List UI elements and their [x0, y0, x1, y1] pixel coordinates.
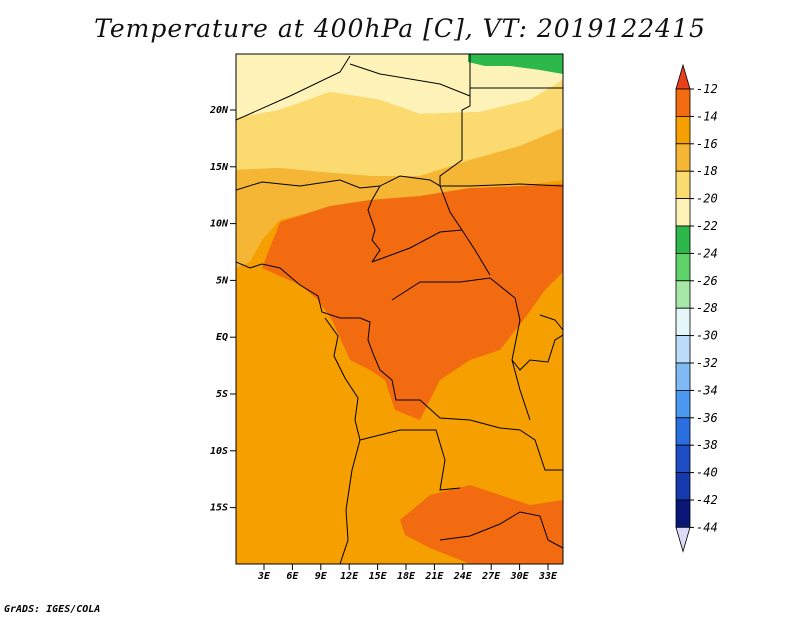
colorbar-label: -12 — [696, 82, 718, 96]
colorbar-swatch — [675, 444, 691, 474]
colorbar-label: -42 — [696, 493, 718, 507]
lon-tick-label: 30E — [510, 571, 530, 582]
colorbar-label: -36 — [696, 411, 718, 425]
warm-orange-central-region — [262, 184, 563, 420]
lat-tick-label: 5S — [216, 389, 228, 400]
colorbar-swatch — [675, 198, 691, 227]
colorbar-bottom-arrow — [675, 527, 691, 553]
colorbar-label: -40 — [696, 466, 718, 480]
lon-tick-label: 27E — [481, 571, 501, 582]
colorbar-label: -28 — [696, 301, 718, 315]
colorbar-label: -26 — [696, 274, 718, 288]
colorbar-swatch — [675, 307, 691, 337]
colorbar-label: -20 — [696, 192, 718, 206]
colorbar-swatch — [675, 362, 691, 391]
longitude-axis: 3E 6E 9E 12E 15E 18E 21E 24E 27E 30E 33E — [257, 564, 558, 582]
map-panel — [235, 53, 564, 565]
colorbar-swatch — [675, 472, 691, 501]
lat-tick-label: 15N — [210, 162, 229, 173]
lon-tick-label: 15E — [369, 571, 388, 582]
lon-tick-label: 6E — [286, 571, 299, 582]
colorbar-swatch — [675, 116, 691, 145]
colorbar-label: -24 — [696, 246, 718, 260]
colorbar-swatch — [675, 499, 691, 528]
pale-yellow-band — [236, 80, 563, 176]
colorbar-swatch — [675, 88, 691, 117]
colorbar-label: -34 — [696, 383, 718, 397]
colorbar-swatch — [675, 335, 691, 364]
colorbar-label: -30 — [696, 329, 718, 343]
lat-tick-label: EQ — [216, 332, 228, 343]
green-region-northeast — [468, 54, 563, 74]
country-borders — [236, 54, 563, 564]
warm-orange-south-region — [400, 485, 563, 564]
lon-tick-label: 3E — [257, 571, 271, 582]
lat-tick-label: 10S — [210, 446, 228, 457]
colorbar-label: -14 — [696, 109, 718, 123]
map-frame — [235, 53, 564, 565]
colorbar-label: -22 — [696, 219, 718, 233]
colorbar-swatch — [675, 225, 691, 254]
colorbar-label: -32 — [696, 356, 718, 370]
lat-tick-label: 15S — [210, 503, 228, 514]
colorbar-swatch — [675, 280, 691, 309]
colorbar: -12 -14 -16 -18 -20 -22 -24 -26 -28 -30 -32 -34 -36 -… — [675, 63, 718, 553]
lon-tick-label: 21E — [424, 571, 444, 582]
lon-tick-label: 24E — [453, 571, 473, 582]
cream-north-region — [236, 54, 563, 118]
light-orange-band — [236, 128, 563, 268]
map-title: Temperature at 400hPa [C], VT: 201912241… — [94, 14, 706, 43]
colorbar-swatch — [675, 252, 691, 282]
lat-tick-label: 20N — [209, 105, 229, 116]
colorbar-swatch — [675, 389, 691, 419]
colorbar-label: -18 — [696, 164, 718, 178]
colorbar-swatch — [675, 143, 691, 172]
lon-tick-label: 33E — [538, 571, 558, 582]
colorbar-swatch — [675, 417, 691, 446]
grads-credit: GrADS: IGES/COLA — [4, 604, 101, 615]
lon-tick-label: 9E — [315, 571, 328, 582]
lat-tick-label: 10N — [210, 219, 229, 230]
colorbar-swatch — [675, 170, 691, 199]
lat-tick-label: 5N — [216, 275, 229, 286]
colorbar-top-arrow — [675, 63, 691, 90]
colorbar-label: -44 — [696, 520, 718, 534]
latitude-axis: 20N 15N 10N 5N EQ 5S 10S 15S — [209, 105, 236, 514]
lon-tick-label: 12E — [340, 571, 359, 582]
lon-tick-label: 18E — [397, 571, 416, 582]
colorbar-label: -16 — [696, 137, 718, 151]
colorbar-label: -38 — [696, 438, 718, 452]
